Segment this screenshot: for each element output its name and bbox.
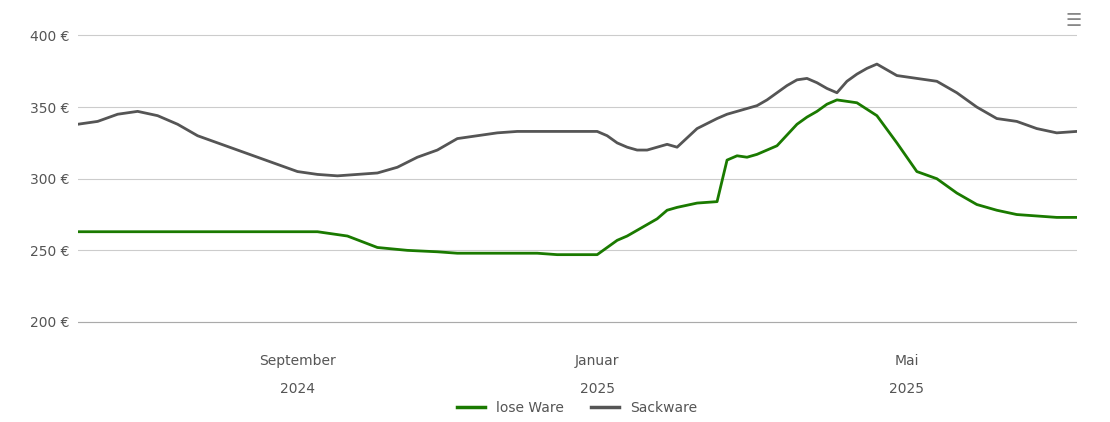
Text: 2025: 2025 (889, 381, 925, 395)
Text: ☰: ☰ (1066, 12, 1081, 30)
Legend: lose Ware, Sackware: lose Ware, Sackware (452, 396, 703, 421)
Text: 2024: 2024 (280, 381, 315, 395)
Text: 2025: 2025 (579, 381, 615, 395)
Text: September: September (259, 354, 336, 368)
Text: Januar: Januar (575, 354, 619, 368)
Text: Mai: Mai (895, 354, 919, 368)
